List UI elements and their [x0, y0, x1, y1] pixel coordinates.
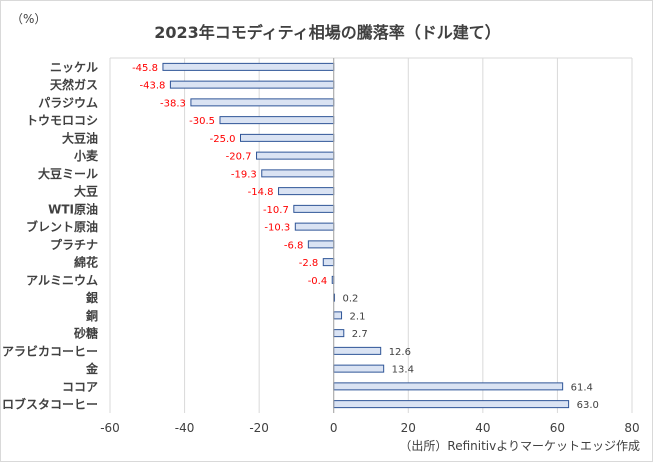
- bar: [190, 98, 335, 107]
- category-label: 大豆ミール: [38, 166, 98, 181]
- x-tick-label: 60: [550, 421, 565, 435]
- category-label: 金: [85, 361, 99, 376]
- category-label: 砂糖: [73, 326, 98, 341]
- category-label: パラジウム: [38, 96, 98, 110]
- bar: [240, 133, 335, 142]
- bar: [219, 116, 335, 125]
- data-label: -2.8: [299, 258, 319, 269]
- category-label: トウモロコシ: [26, 114, 98, 128]
- category-label: 大豆油: [62, 130, 98, 145]
- x-tick-label: -60: [100, 421, 120, 435]
- x-tick-label: -20: [249, 421, 269, 435]
- category-label: ココア: [62, 380, 98, 394]
- bar: [261, 169, 335, 178]
- bar: [333, 311, 343, 320]
- bar: [294, 222, 335, 231]
- x-tick-label: 0: [330, 421, 338, 435]
- data-label: 0.2: [342, 294, 358, 305]
- data-label: -10.3: [264, 223, 290, 234]
- x-tick-label: 40: [475, 421, 490, 435]
- x-tick-label: 20: [401, 421, 416, 435]
- data-label: -25.0: [210, 134, 236, 145]
- bar: [256, 151, 335, 160]
- data-label: 12.6: [389, 347, 411, 358]
- bar: [278, 187, 335, 196]
- bar: [333, 382, 564, 391]
- category-label: 天然ガス: [50, 77, 98, 92]
- source-note: （出所）Refinitivよりマーケットエッジ作成: [399, 439, 640, 453]
- category-label: 銅: [85, 308, 98, 323]
- data-label: 61.4: [571, 382, 593, 393]
- category-label: 小麦: [74, 148, 99, 163]
- bar: [169, 80, 335, 89]
- category-label: 綿花: [74, 255, 98, 270]
- data-label: -10.7: [263, 205, 289, 216]
- data-label: -19.3: [231, 169, 257, 180]
- category-label: ブレント原油: [26, 219, 98, 234]
- data-label: -30.5: [189, 116, 215, 127]
- data-label: 13.4: [392, 365, 414, 376]
- data-label: 2.1: [350, 311, 366, 322]
- category-label: アルミニウム: [26, 273, 98, 287]
- data-label: -45.8: [132, 63, 158, 74]
- chart-title: 2023年コモディティ相場の騰落率（ドル建て）: [154, 23, 501, 42]
- data-label: -6.8: [284, 240, 304, 251]
- category-label: アラビカコーヒー: [2, 343, 98, 358]
- data-label: 63.0: [577, 400, 599, 411]
- x-tick-label: -40: [175, 421, 195, 435]
- unit-label: （%）: [11, 12, 47, 26]
- data-label: -0.4: [308, 276, 328, 287]
- category-label: ロブスタコーヒー: [2, 397, 98, 412]
- bar: [333, 364, 385, 373]
- bar: [307, 240, 335, 249]
- bar: [333, 329, 345, 338]
- bar: [333, 346, 382, 355]
- bar: [322, 258, 335, 267]
- data-label: -14.8: [248, 187, 274, 198]
- x-tick-label: 80: [624, 421, 639, 435]
- bar: [333, 400, 570, 409]
- data-label: -43.8: [140, 81, 166, 92]
- bar: [293, 204, 335, 213]
- category-label: WTI原油: [48, 201, 98, 216]
- category-label: 銀: [85, 290, 98, 305]
- category-label: 大豆: [74, 184, 98, 199]
- bar: [162, 62, 335, 71]
- category-label: プラチナ: [50, 237, 98, 252]
- data-label: -20.7: [226, 152, 252, 163]
- data-label: 2.7: [352, 329, 368, 340]
- category-label: ニッケル: [50, 60, 98, 74]
- data-label: -38.3: [160, 98, 186, 109]
